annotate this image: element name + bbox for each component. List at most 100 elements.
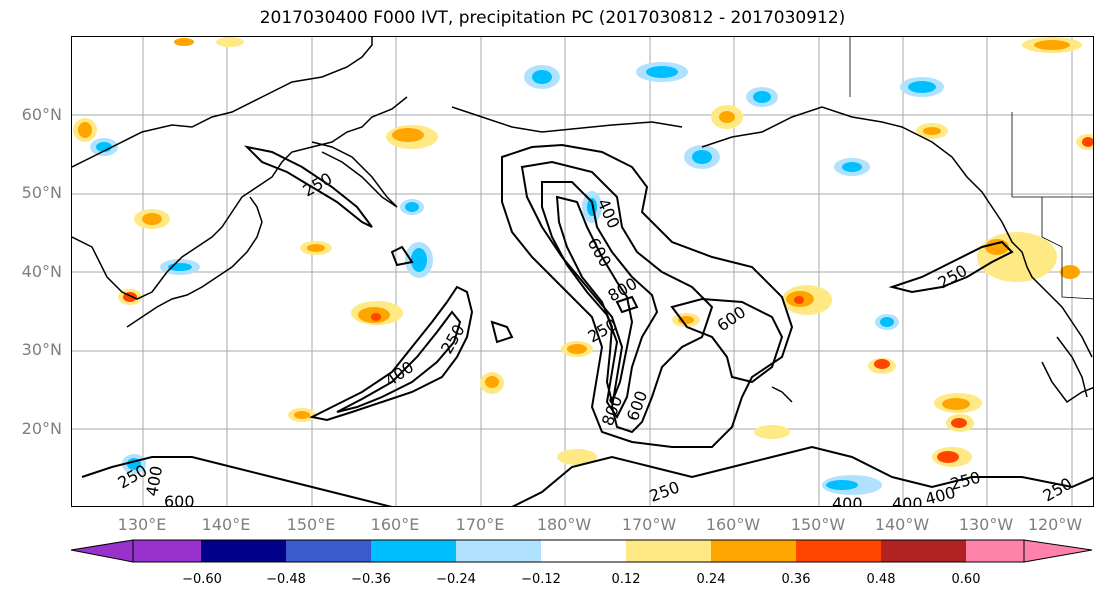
lon-label-160e: 160°E: [370, 515, 420, 534]
lat-label-30n: 30°N: [21, 340, 62, 359]
lon-label-150e: 150°E: [286, 515, 336, 534]
contour-label: 600: [584, 235, 616, 271]
colorbar-bin: [371, 540, 456, 562]
ivt-contour-250-east-coast: [888, 240, 1014, 294]
positive-anomaly-blob: [932, 447, 972, 467]
negative-anomaly-blob: [875, 314, 899, 330]
contour-label: 250: [585, 315, 621, 347]
negative-anomaly-blob: [90, 138, 118, 156]
contour-label: 400: [892, 494, 923, 507]
map-plot: 250 400 600 800 400 250 400 250 600 250 …: [72, 37, 1093, 507]
negative-anomaly-blob: [746, 87, 778, 107]
positive-anomaly-blob: [946, 414, 974, 432]
colorbar: [70, 539, 1093, 563]
lon-label-170w: 170°W: [621, 515, 677, 534]
colorbar-tick-label: 0.60: [951, 572, 981, 587]
positive-anomaly-blob: [1076, 134, 1093, 150]
colorbar-extend-high: [1023, 539, 1093, 563]
colorbar-tick-label: −0.24: [436, 572, 476, 587]
north-america-coastline: [701, 106, 1093, 404]
colorbar-outline: [132, 539, 1025, 563]
positive-anomaly-blob: [977, 232, 1080, 282]
colorbar-extend-low: [70, 539, 134, 563]
colorbar-bin: [456, 540, 541, 562]
ivt-contour-250-east: [670, 297, 784, 384]
ivt-contour-250-main: [501, 143, 794, 448]
ivt-contours: [81, 143, 1093, 506]
negative-anomaly-blob: [834, 158, 870, 176]
hawaii-outline: [771, 386, 793, 403]
ivt-contour-small-3: [390, 245, 414, 267]
baja-outline: [1056, 336, 1088, 398]
colorbar-bin: [966, 540, 1024, 562]
contour-label: 400: [923, 483, 957, 507]
negative-anomaly-blob: [684, 145, 720, 169]
colorbar-tick-label: 0.12: [611, 572, 641, 587]
contour-label: 400: [832, 494, 863, 507]
negative-anomaly-blob: [400, 199, 424, 215]
lon-label-150w: 150°W: [790, 515, 846, 534]
positive-anomaly-blob: [916, 123, 948, 139]
graticule: [72, 37, 1093, 506]
colorbar-tick-label: 0.48: [866, 572, 896, 587]
ivt-contour-small-2: [615, 295, 639, 314]
ivt-contour-400-subtropical: [336, 310, 462, 413]
kamchatka-outline: [311, 141, 398, 208]
map-title: 2017030400 F000 IVT, precipitation PC (2…: [259, 8, 846, 28]
colorbar-bin: [201, 540, 286, 562]
positive-anomaly-blob: [174, 37, 244, 47]
ivt-contour-250-subtropical: [308, 285, 474, 422]
ivt-contour-250-northwest: [243, 145, 373, 228]
colorbar-tick-label: −0.48: [266, 572, 306, 587]
aleutian-chain: [451, 106, 683, 133]
ivt-contour-small-1: [490, 320, 514, 344]
lon-label-180w: 180°W: [536, 515, 592, 534]
colorbar-bin: [711, 540, 796, 562]
positive-anomaly-blob: [480, 372, 504, 394]
lat-label-20n: 20°N: [21, 419, 62, 438]
positive-anomaly-blob: [782, 285, 832, 315]
negative-anomaly-blob: [822, 475, 882, 495]
colorbar-bin: [796, 540, 881, 562]
lon-label-170e: 170°E: [455, 515, 505, 534]
positive-anomaly-blob: [561, 341, 593, 357]
colorbar-bin: [286, 540, 371, 562]
contour-label: 800: [598, 393, 626, 428]
negative-anomaly-blob: [636, 62, 688, 82]
ivt-contour-400-inner: [520, 160, 714, 434]
lon-label-140w: 140°W: [874, 515, 930, 534]
ivt-contour-400-south: [81, 456, 393, 506]
lon-label-120w: 120°W: [1027, 515, 1083, 534]
positive-anomaly-blob: [300, 241, 332, 255]
positive-anomaly-blob: [557, 449, 597, 465]
map-panel: 250 400 600 800 400 250 400 250 600 250 …: [71, 36, 1094, 507]
positive-anomaly-blob: [288, 408, 316, 422]
colorbar-tick-label: −0.12: [521, 572, 561, 587]
negative-anomaly-blob: [405, 242, 433, 278]
contour-label: 600: [164, 492, 195, 507]
lon-label-160w: 160°W: [705, 515, 761, 534]
coastlines: [72, 37, 1093, 404]
lon-label-130e: 130°E: [117, 515, 167, 534]
asia-coastline: [72, 37, 408, 300]
colorbar-tick-label: 0.36: [781, 572, 811, 587]
negative-anomaly-blob: [524, 65, 560, 89]
colorbar-bin: [133, 540, 201, 562]
lat-label-60n: 60°N: [21, 105, 62, 124]
contour-label: 400: [142, 464, 166, 497]
positive-anomaly-blob: [134, 209, 170, 229]
border-states: [1041, 197, 1093, 300]
lon-label-140e: 140°E: [201, 515, 251, 534]
positive-anomaly-blob: [73, 118, 97, 142]
positive-anomaly-blob: [868, 358, 896, 374]
positive-anomaly-blob: [934, 393, 982, 413]
negative-anomaly-blob: [900, 77, 944, 97]
positive-anomaly-blob: [711, 105, 743, 129]
contour-label: 250: [1040, 474, 1076, 506]
ivt-contour-800-inner: [555, 195, 634, 406]
ivt-contour-250-south: [511, 445, 1093, 506]
lon-label-130w: 130°W: [958, 515, 1014, 534]
colorbar-bin: [626, 540, 711, 562]
lat-label-50n: 50°N: [21, 183, 62, 202]
japan-outline: [126, 196, 263, 328]
